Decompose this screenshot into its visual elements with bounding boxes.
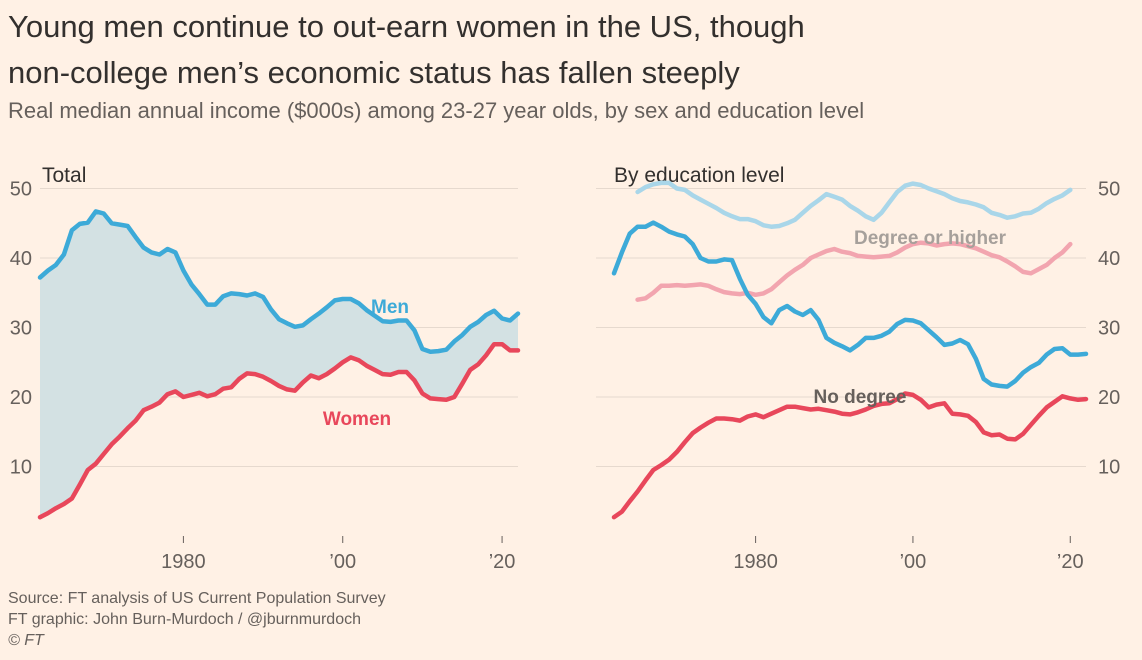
annotation-degree-or-higher: Degree or higher	[854, 228, 1007, 249]
series-line-women-degree-or-higher	[635, 240, 1073, 302]
chart-subtitle: Real median annual income ($000s) among …	[8, 98, 865, 123]
panel-title-education: By education level	[614, 164, 784, 187]
charts-area: Total 10 20 30 40 50 1980 ’00 ’20 Men Women By…	[10, 164, 1121, 573]
x-tick-label: ’00	[329, 551, 356, 573]
chart-title: Young men continue to out-earn women in …	[8, 4, 1128, 96]
y-tick-label: 10	[10, 457, 32, 479]
panel-title-total: Total	[42, 164, 86, 187]
series-line-men	[37, 209, 521, 355]
series-line-women	[37, 341, 521, 520]
x-tick-label: ’00	[900, 551, 927, 573]
graphic-credit: FT graphic: John Burn-Murdoch / @jburnmu…	[8, 611, 361, 628]
title-line-1: Young men continue to out-earn women in …	[8, 9, 805, 44]
x-tick-label: ’20	[489, 551, 516, 573]
y-tick-label: 20	[1098, 387, 1120, 409]
footer: Source: FT analysis of US Current Popula…	[8, 588, 708, 651]
series-line-women-no-degree	[611, 391, 1089, 520]
earnings-gap-area	[40, 211, 518, 518]
x-tick-label: 1980	[733, 551, 778, 573]
series-label-women: Women	[323, 409, 391, 430]
series-label-men: Men	[371, 297, 409, 318]
annotation-no-degree: No degree	[814, 387, 907, 408]
y-tick-label: 30	[1098, 318, 1120, 340]
series-line-men-degree-or-higher	[635, 180, 1073, 229]
y-tick-label: 40	[1098, 248, 1120, 270]
y-tick-label: 20	[10, 387, 32, 409]
x-tick-label: ’20	[1057, 551, 1084, 573]
y-tick-label: 40	[10, 248, 32, 270]
y-tick-label: 50	[1098, 179, 1120, 201]
source-note: Source: FT analysis of US Current Popula…	[8, 590, 386, 607]
x-tick-label: 1980	[161, 551, 206, 573]
panel-by-education: By education level 10 20 30 40 50 1980 ’00 ’20…	[596, 164, 1120, 573]
series-line-men-no-degree	[611, 220, 1089, 389]
title-line-2: non-college men’s economic status has fa…	[8, 55, 740, 90]
panel-total: Total 10 20 30 40 50 1980 ’00 ’20 Men Women	[10, 164, 521, 573]
y-tick-label: 10	[1098, 457, 1120, 479]
copyright: © FT	[8, 632, 44, 649]
y-tick-label: 50	[10, 179, 32, 201]
y-tick-label: 30	[10, 318, 32, 340]
